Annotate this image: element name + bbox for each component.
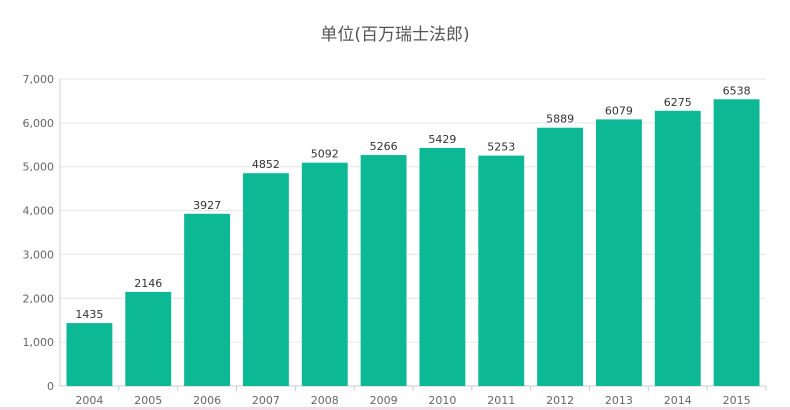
bar-value-label: 6275 (664, 96, 692, 109)
bar-value-label: 5092 (311, 148, 339, 161)
bar-value-label: 5889 (546, 113, 574, 126)
bar (360, 155, 407, 386)
bar (125, 291, 172, 386)
y-tick-label: 1,000 (23, 336, 55, 349)
x-tick-label: 2010 (428, 394, 456, 407)
x-tick-label: 2006 (193, 394, 221, 407)
bar (478, 155, 525, 386)
y-tick-label: 3,000 (23, 248, 55, 261)
y-tick-label: 2,000 (23, 292, 55, 305)
bottom-accent-line (0, 407, 790, 410)
bar (537, 127, 584, 387)
bar (419, 147, 466, 386)
bar-value-label: 3927 (193, 199, 221, 212)
bar (713, 99, 760, 387)
x-tick-label: 2012 (546, 394, 574, 407)
y-tick-label: 0 (47, 380, 54, 393)
bar-value-label: 5429 (428, 133, 456, 146)
bar (66, 323, 113, 386)
y-tick-label: 4,000 (23, 205, 55, 218)
x-tick-label: 2013 (605, 394, 633, 407)
x-tick-label: 2011 (487, 394, 515, 407)
bar (242, 173, 289, 386)
y-tick-label: 5,000 (23, 161, 55, 174)
bar-value-label: 5253 (487, 141, 515, 154)
x-tick-label: 2015 (723, 394, 751, 407)
bar (595, 119, 642, 386)
bar (654, 110, 701, 387)
x-tick-label: 2009 (370, 394, 398, 407)
y-tick-label: 6,000 (23, 117, 55, 130)
bar (301, 162, 348, 386)
bar-value-label: 4852 (252, 158, 280, 171)
x-tick-label: 2004 (75, 394, 103, 407)
bar (184, 213, 231, 386)
y-tick-label: 7,000 (23, 73, 55, 86)
bar-value-label: 2146 (134, 277, 162, 290)
bar-value-label: 1435 (75, 308, 103, 321)
chart-title: 单位(百万瑞士法郎) (320, 25, 470, 45)
x-tick-label: 2005 (134, 394, 162, 407)
x-tick-label: 2008 (311, 394, 339, 407)
bar-value-label: 5266 (370, 140, 398, 153)
x-tick-label: 2007 (252, 394, 280, 407)
x-tick-label: 2014 (664, 394, 692, 407)
bar-value-label: 6079 (605, 104, 633, 117)
bar-value-label: 6538 (723, 84, 751, 97)
